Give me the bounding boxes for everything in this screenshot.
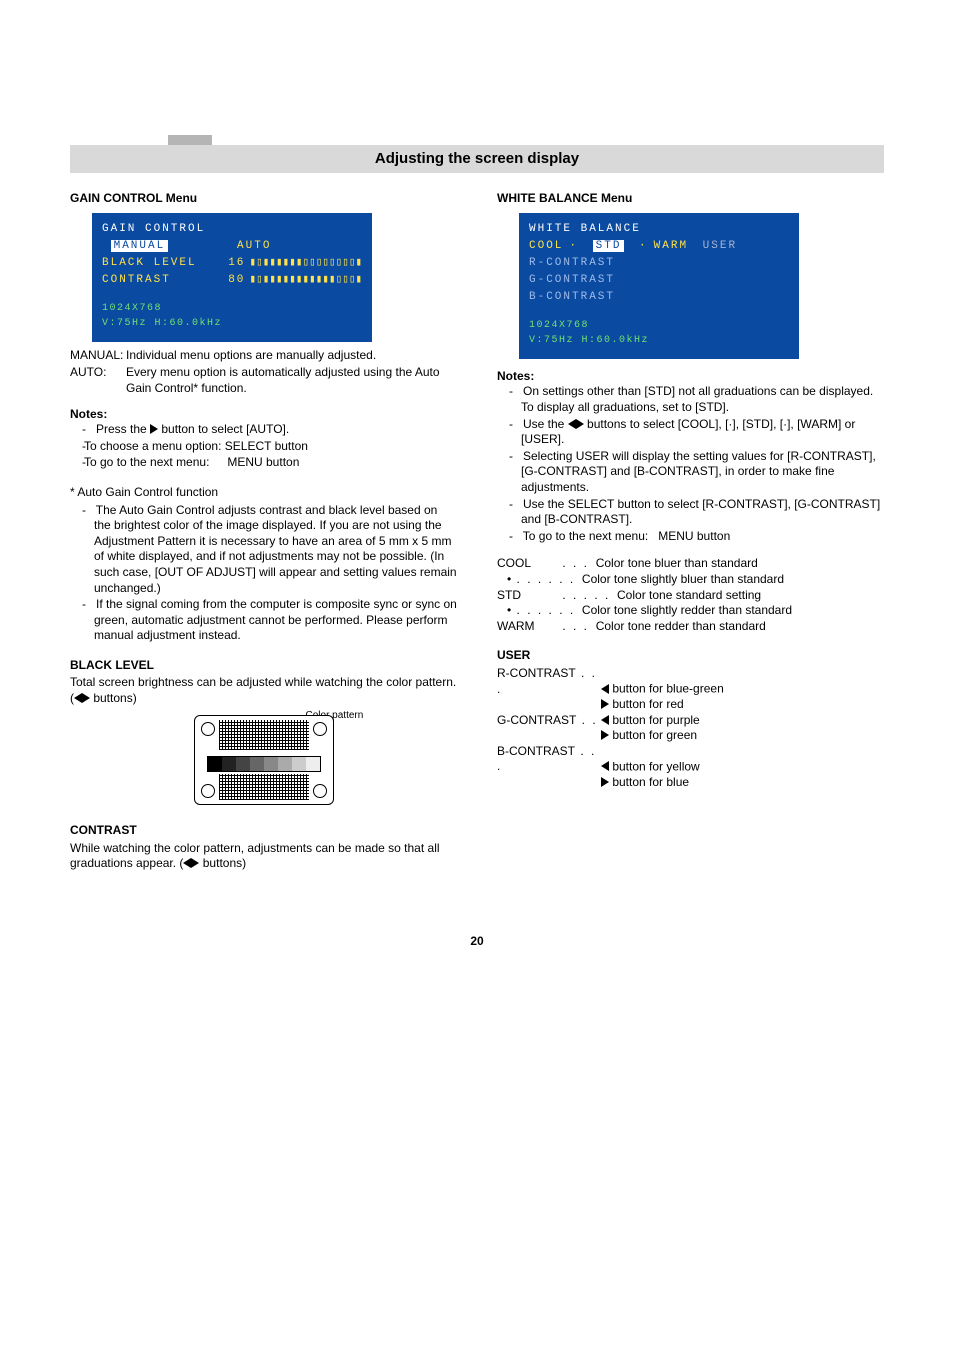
auto-def-text: Every menu option is automatically adjus… xyxy=(126,365,457,396)
right-arrow-icon xyxy=(82,693,90,703)
gain-control-heading: GAIN CONTROL Menu xyxy=(70,191,457,207)
wb-note-2: Use the buttons to select [COOL], [·], [… xyxy=(509,417,884,448)
agc-p2: If the signal coming from the computer i… xyxy=(82,597,457,644)
osd-auto-option: AUTO xyxy=(237,240,271,252)
osd-wb-title: WHITE BALANCE xyxy=(529,221,789,238)
black-level-text: Total screen brightness can be adjusted … xyxy=(70,675,457,706)
tone-dot1: • . . . . . . Color tone slightly bluer … xyxy=(497,572,884,588)
wb-osd-sync: V:75Hz H:60.0kHz xyxy=(529,335,649,346)
tone-cool: COOL . . . Color tone bluer than standar… xyxy=(497,556,884,572)
wb-note-3: Selecting USER will display the setting … xyxy=(509,449,884,496)
page-title: Adjusting the screen display xyxy=(70,145,884,173)
user-g2: button for green xyxy=(497,728,884,744)
right-column: WHITE BALANCE Menu WHITE BALANCE COOL· S… xyxy=(497,191,884,874)
wb-osd-res: 1024X768 xyxy=(529,320,589,331)
osd-contrast-label: CONTRAST xyxy=(102,272,222,289)
user-head: USER xyxy=(497,648,884,664)
wb-g-contrast: G-CONTRAST xyxy=(529,272,789,289)
wb-opt-cool: COOL xyxy=(529,240,563,252)
gain-note-3: To go to the next menu: MENU button xyxy=(82,455,457,471)
user-b2: button for blue xyxy=(497,775,884,791)
left-arrow-icon xyxy=(601,715,609,725)
white-balance-osd: WHITE BALANCE COOL· STD ·WARM USER R-CON… xyxy=(519,213,799,359)
tone-warm: WARM . . . Color tone redder than standa… xyxy=(497,619,884,635)
gain-note-1: Press the button to select [AUTO]. xyxy=(82,422,457,438)
osd-res: 1024X768 xyxy=(102,303,162,314)
wb-note-5: To go to the next menu: MENU button xyxy=(509,529,884,545)
wb-notes-head: Notes: xyxy=(497,369,884,385)
wb-note-1: On settings other than [STD] not all gra… xyxy=(509,384,884,415)
manual-def-text: Individual menu options are manually adj… xyxy=(126,348,457,364)
osd-bar-1: ▮▯▮▮▮▮▮▮▯▯▯▯▯▯▯▯▮ xyxy=(245,255,362,272)
user-b: B-CONTRAST . . . button for yellow xyxy=(497,744,884,775)
user-r2: button for red xyxy=(497,697,884,713)
user-r: R-CONTRAST . . . button for blue-green xyxy=(497,666,884,697)
auto-def-label: AUTO: xyxy=(70,365,106,381)
gain-note-2: To choose a menu option: SELECT button xyxy=(82,439,457,455)
tone-std: STD . . . . . Color tone standard settin… xyxy=(497,588,884,604)
agc-head: * Auto Gain Control function xyxy=(70,485,457,501)
osd-contrast-value: 80 xyxy=(222,272,246,289)
gain-control-osd: GAIN CONTROL MANUAL AUTO BLACK LEVEL 16 … xyxy=(92,213,372,342)
wb-note-4: Use the SELECT button to select [R-CONTR… xyxy=(509,497,884,528)
osd-black-level-label: BLACK LEVEL xyxy=(102,255,222,272)
agc-p1: The Auto Gain Control adjusts contrast a… xyxy=(82,503,457,597)
contrast-text: While watching the color pattern, adjust… xyxy=(70,841,457,872)
wb-opt-std: STD xyxy=(593,240,625,252)
right-arrow-icon xyxy=(150,424,158,434)
user-g: G-CONTRAST . . button for purple xyxy=(497,713,884,729)
white-balance-heading: WHITE BALANCE Menu xyxy=(497,191,884,207)
osd-title: GAIN CONTROL xyxy=(102,221,362,238)
tone-dot2: • . . . . . . Color tone slightly redder… xyxy=(497,603,884,619)
right-arrow-icon xyxy=(601,699,609,709)
osd-manual-option: MANUAL xyxy=(111,240,169,252)
left-arrow-icon xyxy=(601,684,609,694)
page-number: 20 xyxy=(70,934,884,950)
color-pattern-diagram: Color pattern xyxy=(70,715,457,810)
osd-black-level-value: 16 xyxy=(222,255,246,272)
right-arrow-icon xyxy=(576,419,584,429)
osd-bar-2: ▮▯▮▮▮▮▮▮▮▮▮▮▮▯▯▯▮ xyxy=(245,272,362,289)
left-arrow-icon xyxy=(74,693,82,703)
right-arrow-icon xyxy=(601,730,609,740)
contrast-head: CONTRAST xyxy=(70,823,457,839)
black-level-head: BLACK LEVEL xyxy=(70,658,457,674)
manual-def-label: MANUAL: xyxy=(70,348,123,364)
right-arrow-icon xyxy=(601,777,609,787)
left-arrow-icon xyxy=(183,858,191,868)
gain-notes-head: Notes: xyxy=(70,407,457,423)
osd-sync: V:75Hz H:60.0kHz xyxy=(102,318,222,329)
wb-opt-user: USER xyxy=(703,240,737,252)
wb-r-contrast: R-CONTRAST xyxy=(529,255,789,272)
wb-b-contrast: B-CONTRAST xyxy=(529,289,789,306)
left-arrow-icon xyxy=(601,761,609,771)
left-arrow-icon xyxy=(568,419,576,429)
left-column: GAIN CONTROL Menu GAIN CONTROL MANUAL AU… xyxy=(70,191,457,874)
